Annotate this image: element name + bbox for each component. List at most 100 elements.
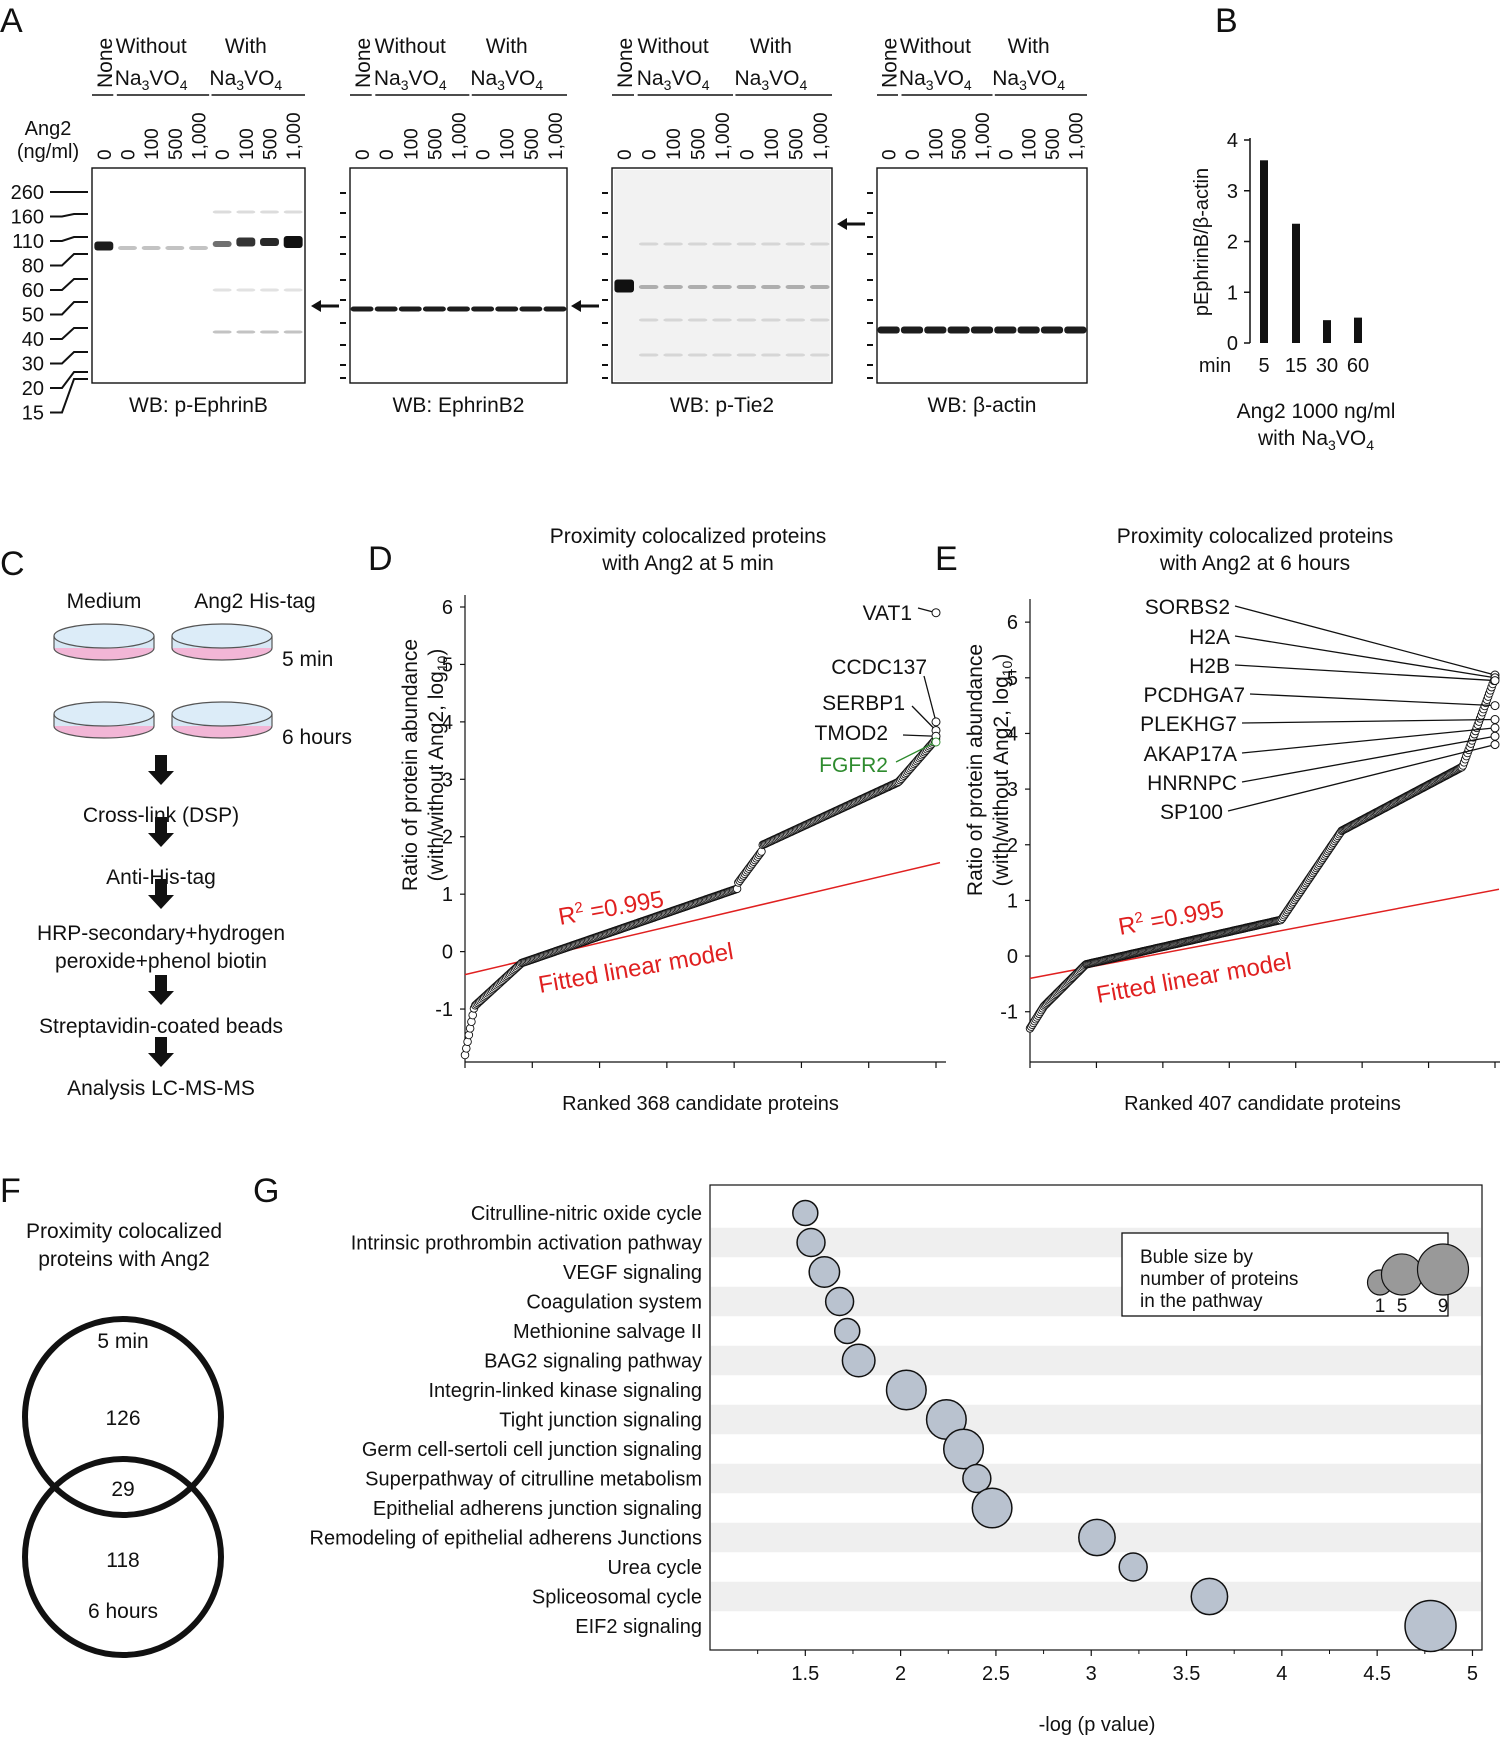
pathway-label: Integrin-linked kinase signaling bbox=[429, 1380, 703, 1402]
workflow-step-label: Cross-link (DSP) bbox=[83, 804, 239, 827]
y-tick-label: 3 bbox=[1007, 779, 1018, 801]
protein-band bbox=[165, 246, 185, 250]
bar bbox=[1354, 317, 1362, 343]
y-tick-label: 2 bbox=[1007, 835, 1018, 857]
text-part: 10 bbox=[434, 655, 450, 671]
dose-label: 500 bbox=[425, 128, 446, 160]
text-part: VO bbox=[934, 67, 964, 90]
workflow-steps: Cross-link (DSP) Anti-His-tag HRP-secondar… bbox=[37, 755, 285, 1100]
band-arrow-head bbox=[571, 300, 581, 312]
pathway-bubble bbox=[796, 1227, 826, 1258]
workflow-step-label: HRP-secondary+hydrogen bbox=[37, 922, 285, 945]
protein-band bbox=[712, 285, 732, 289]
text-part: 4 bbox=[702, 77, 710, 93]
y-tick-label: 5 bbox=[442, 654, 453, 676]
highlighted-point bbox=[1490, 740, 1500, 750]
protein-band bbox=[785, 285, 806, 289]
text-part: ) bbox=[425, 649, 448, 656]
y-tick-label: 1 bbox=[1007, 890, 1018, 912]
x-axis-title: Ranked 368 candidate proteins bbox=[562, 1093, 839, 1115]
pathway-bubble bbox=[1078, 1518, 1116, 1557]
y-tick-label: 1 bbox=[1227, 282, 1238, 304]
pathway-bubble bbox=[824, 1286, 855, 1317]
protein-band bbox=[212, 288, 232, 292]
text-part: R bbox=[556, 901, 578, 931]
group-without-vanadate: Na3VO4 bbox=[115, 67, 188, 93]
protein-band bbox=[877, 326, 900, 334]
protein-band bbox=[785, 318, 806, 322]
flow-arrow-shaft bbox=[155, 879, 167, 895]
y-tick-label: 2 bbox=[442, 827, 453, 849]
mw-marker-label: 60 bbox=[22, 280, 44, 302]
group-without-vanadate: Na3VO4 bbox=[899, 67, 972, 93]
protein-band bbox=[118, 246, 137, 250]
protein-label: CCDC137 bbox=[831, 656, 927, 679]
blot-caption: WB: p-Tie2 bbox=[670, 394, 774, 417]
text-part: (with/without Ang2, log bbox=[425, 671, 448, 881]
dose-label: 0 bbox=[615, 149, 636, 160]
protein-band bbox=[947, 326, 970, 334]
panel-c-workflow: Medium Ang2 His-tag 5 min 6 hours Cross-… bbox=[37, 590, 352, 1100]
dose-label: 100 bbox=[237, 128, 258, 160]
x-tick-label: 2 bbox=[895, 1663, 906, 1685]
mw-marker-line bbox=[50, 236, 88, 242]
protein-band bbox=[212, 210, 232, 214]
mw-marker-label: 50 bbox=[22, 305, 44, 327]
protein-band bbox=[189, 246, 208, 250]
text-part: 3 bbox=[401, 77, 409, 93]
y-tick-label: 3 bbox=[1227, 181, 1238, 203]
protein-band bbox=[94, 241, 114, 251]
text-part: 10 bbox=[999, 660, 1015, 676]
protein-label: PLEKHG7 bbox=[1140, 713, 1237, 736]
panel-label-g: G bbox=[253, 1172, 279, 1210]
text-part: 3 bbox=[664, 77, 672, 93]
text-part: 4 bbox=[274, 77, 282, 93]
protein-label: SP100 bbox=[1160, 801, 1223, 824]
legend-title-line: Buble size by bbox=[1140, 1247, 1254, 1268]
chart-title-line2: with Ang2 at 6 hours bbox=[1159, 552, 1350, 575]
protein-band bbox=[712, 318, 732, 322]
blot-frame bbox=[91, 167, 306, 384]
protein-label: H2B bbox=[1189, 655, 1230, 678]
callout-line bbox=[923, 675, 937, 723]
highlighted-point bbox=[931, 737, 941, 747]
mw-marker-line bbox=[50, 301, 88, 316]
mw-marker-line bbox=[50, 378, 88, 414]
dish-lid bbox=[53, 701, 155, 727]
x-tick-label: 15 bbox=[1285, 355, 1307, 377]
text-part: VO bbox=[149, 67, 179, 90]
dose-label: 100 bbox=[926, 128, 947, 160]
dose-label: 0 bbox=[353, 149, 374, 160]
protein-band bbox=[736, 242, 757, 246]
bar bbox=[1260, 160, 1268, 343]
protein-band bbox=[236, 210, 256, 214]
protein-band bbox=[543, 306, 567, 312]
flow-arrow-shaft bbox=[155, 817, 167, 833]
x-tick-label: 3 bbox=[1086, 1663, 1097, 1685]
group-none-label: None bbox=[879, 38, 902, 88]
text-part: 3 bbox=[761, 77, 769, 93]
protein-band bbox=[712, 353, 732, 357]
mw-marker-line bbox=[50, 253, 88, 267]
protein-band bbox=[398, 306, 422, 312]
protein-band bbox=[638, 285, 659, 289]
protein-band bbox=[1040, 326, 1064, 334]
callout-line bbox=[902, 734, 937, 737]
text-part: VO bbox=[409, 67, 439, 90]
dose-label: 1,000 bbox=[284, 112, 305, 160]
protein-label: H2A bbox=[1189, 626, 1230, 649]
x-axis-title: -log (p value) bbox=[1039, 1714, 1156, 1736]
protein-band bbox=[614, 279, 634, 293]
protein-band bbox=[260, 330, 279, 334]
dose-label: 100 bbox=[142, 128, 163, 160]
protein-band bbox=[761, 318, 781, 322]
highlighted-point bbox=[1490, 676, 1500, 686]
protein-band bbox=[785, 242, 806, 246]
mw-marker-label: 160 bbox=[11, 207, 44, 229]
mw-marker-line bbox=[50, 371, 88, 389]
protein-band bbox=[761, 353, 781, 357]
venn-label-6hours: 6 hours bbox=[88, 1600, 158, 1623]
text-part: VO bbox=[1027, 67, 1057, 90]
group-without-vanadate: Na3VO4 bbox=[637, 67, 710, 93]
mw-marker-label: 110 bbox=[12, 231, 44, 253]
